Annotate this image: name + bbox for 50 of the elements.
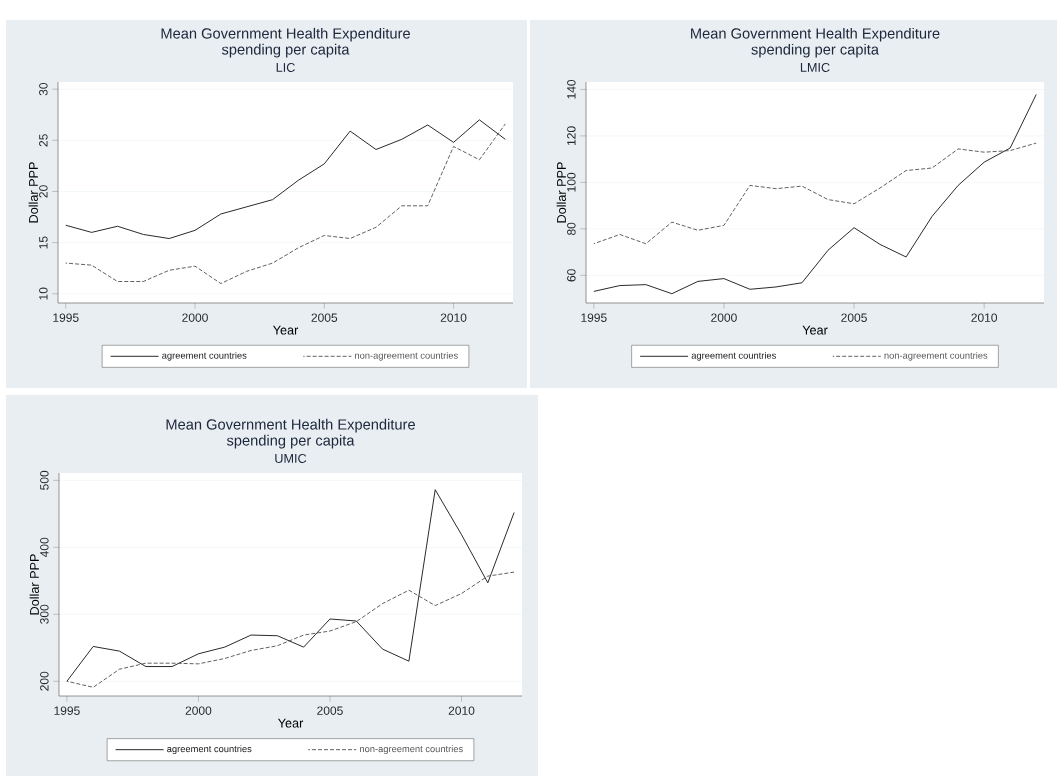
y-tick-label: 30 bbox=[39, 82, 48, 96]
y-tick-label: 300 bbox=[40, 604, 49, 624]
chart-subtitle: LIC bbox=[276, 62, 295, 72]
y-tick-label: 20 bbox=[39, 185, 48, 198]
x-tick-label: 1995 bbox=[54, 706, 80, 715]
text: agreement countries bbox=[162, 351, 247, 361]
chart-title: Mean Government Health Expenditure spending per capita bbox=[691, 27, 940, 58]
y-tick-label: 15 bbox=[39, 236, 48, 249]
y-tick-label: 400 bbox=[40, 537, 49, 558]
x-tick-label: 2005 bbox=[317, 706, 343, 715]
y-tick-label: 25 bbox=[39, 134, 48, 147]
text: non-agreement countries bbox=[884, 351, 988, 361]
line-series bbox=[66, 489, 515, 682]
x-tick-label: 2005 bbox=[841, 313, 867, 322]
text: agreement countries bbox=[691, 351, 776, 361]
y-tick-label: 500 bbox=[40, 470, 49, 490]
x-tick-label: 2000 bbox=[711, 313, 737, 322]
y-tick-label: 140 bbox=[567, 79, 576, 99]
y-tick-label: 10 bbox=[39, 287, 48, 300]
x-tick-label: 2010 bbox=[440, 313, 467, 322]
line-series bbox=[593, 94, 1037, 295]
x-axis-title: Year bbox=[277, 718, 304, 728]
text: non-agreement countries bbox=[355, 351, 458, 361]
y-tick-label: 120 bbox=[567, 126, 576, 146]
y-tick-label: 100 bbox=[567, 172, 576, 192]
y-axis-title: Dollar PPP bbox=[556, 162, 566, 223]
y-tick-label: 80 bbox=[567, 222, 576, 236]
x-tick-label: 1995 bbox=[53, 313, 79, 322]
x-tick-label: 2005 bbox=[311, 313, 338, 322]
y-axis-title: Dollar PPP bbox=[28, 162, 38, 223]
text: agreement countries bbox=[167, 745, 252, 755]
y-axis-title: Dollar PPP bbox=[29, 554, 39, 615]
chart-subtitle: LMIC bbox=[800, 62, 830, 72]
x-axis-title: Year bbox=[272, 325, 299, 335]
line-series bbox=[593, 142, 1037, 245]
chart-title: Mean Government Health Expenditure spending per capita bbox=[166, 418, 415, 449]
text: non-agreement countries bbox=[360, 745, 463, 755]
y-tick-label: 200 bbox=[40, 671, 49, 691]
y-tick-label: 60 bbox=[567, 269, 576, 282]
line-series bbox=[65, 123, 506, 285]
line-series bbox=[66, 571, 515, 688]
x-axis-title: Year bbox=[802, 325, 828, 335]
x-tick-label: 1995 bbox=[581, 313, 607, 322]
x-tick-label: 2010 bbox=[448, 706, 475, 715]
chart-title: Mean Government Health Expenditure spending per capita bbox=[161, 27, 410, 58]
chart-subtitle: UMIC bbox=[275, 453, 307, 463]
line-series bbox=[65, 119, 506, 240]
x-tick-label: 2000 bbox=[182, 313, 208, 322]
x-tick-label: 2010 bbox=[971, 313, 998, 322]
x-tick-label: 2000 bbox=[185, 706, 212, 715]
